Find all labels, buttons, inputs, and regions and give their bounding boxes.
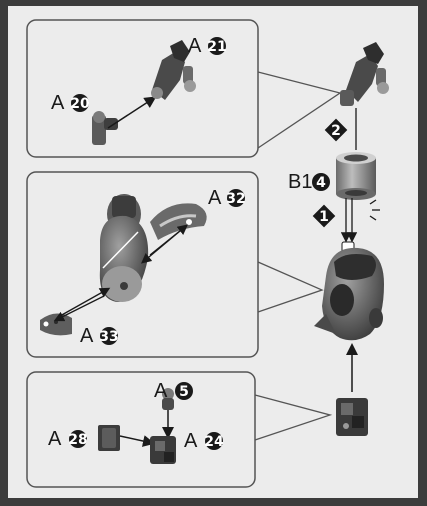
main-upper-arm [340,42,389,106]
arrow-a33-to-body [59,287,111,317]
arrow-body-to-a33 [53,295,105,322]
badge-b1 [312,173,330,191]
step-1-marker: 1 [312,204,336,228]
main-pelvis [336,398,368,436]
callout-connector-middle [257,261,324,313]
badge-a33 [100,327,118,345]
guide-body-inner [102,231,139,269]
part-a21 [151,40,196,100]
part-a5 [162,388,174,410]
badge-a32-number: 32 [226,191,245,207]
badge-a21 [208,37,226,55]
part-b1-cylinder [336,152,376,200]
arrow-body-to-a32 [149,224,189,256]
badge-a20-number: 20 [70,96,90,112]
badge-a24 [205,432,223,450]
label-a5: A [154,380,168,402]
callout-panel-top [26,19,259,158]
label-a32: A [208,187,222,209]
part-a28 [98,425,120,451]
badge-b1-number: 4 [316,175,326,191]
part-a24 [150,436,176,464]
click-marks [369,199,380,221]
badge-a5-number: 5 [179,384,189,400]
part-a32 [150,203,207,240]
callout-connector-top [257,71,342,149]
callout-panel-bottom [26,371,256,488]
part-body-assembly [99,194,149,302]
arrow-a20-to-a21 [107,96,157,129]
label-a28: A [48,428,62,450]
svg-text:2: 2 [331,123,341,139]
step-2-marker: 2 [324,118,348,142]
badge-a33-number: 33 [99,329,118,345]
badge-a24-number: 24 [204,434,224,450]
arrow-a28-to-a24 [119,435,155,447]
label-a20: A [51,92,65,114]
badge-a5 [175,382,193,400]
callout-connector-bottom [254,394,333,441]
label-b1: B1 [288,171,312,193]
label-a24: A [184,430,198,452]
label-a21: A [188,35,202,57]
badge-a28 [69,430,87,448]
part-a20 [92,111,118,145]
badge-a28-number: 28 [68,432,87,448]
svg-text:1: 1 [319,209,329,225]
main-torso [314,241,384,341]
badge-a21-number: 21 [207,39,226,55]
badge-a32 [227,189,245,207]
label-a33: A [80,325,94,347]
badge-a20 [71,94,89,112]
